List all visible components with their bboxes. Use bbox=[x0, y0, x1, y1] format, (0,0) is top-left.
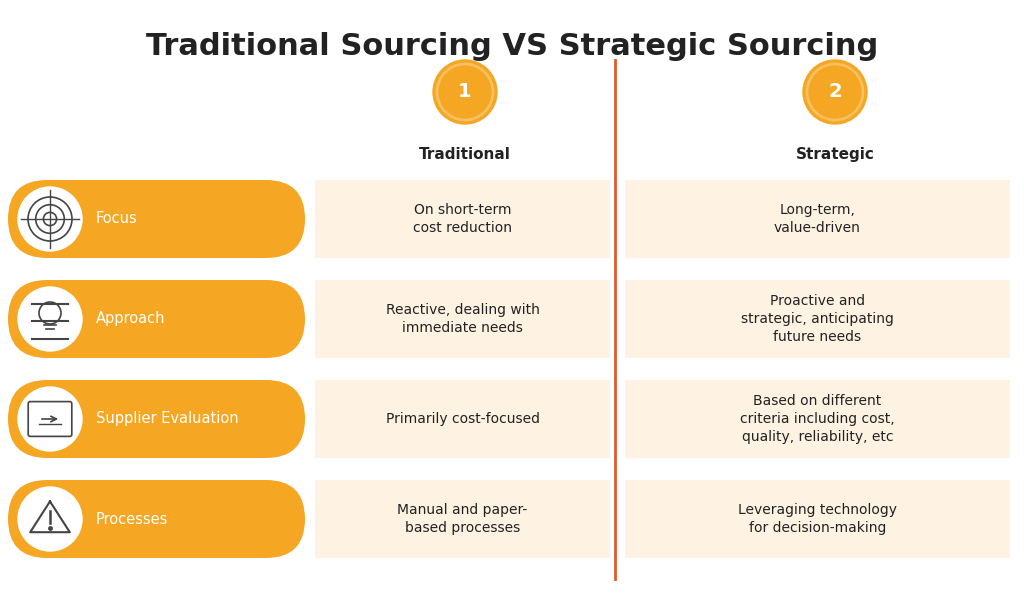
Text: Approach: Approach bbox=[96, 312, 166, 327]
Text: 1: 1 bbox=[458, 82, 472, 101]
FancyBboxPatch shape bbox=[625, 180, 1010, 258]
Text: Focus: Focus bbox=[96, 211, 138, 226]
FancyBboxPatch shape bbox=[315, 180, 610, 258]
Text: 2: 2 bbox=[828, 82, 842, 101]
Circle shape bbox=[803, 60, 867, 124]
Text: Based on different
criteria including cost,
quality, reliability, etc: Based on different criteria including co… bbox=[740, 393, 895, 444]
FancyBboxPatch shape bbox=[8, 280, 305, 358]
Text: Leveraging technology
for decision-making: Leveraging technology for decision-makin… bbox=[738, 503, 897, 535]
Text: Reactive, dealing with
immediate needs: Reactive, dealing with immediate needs bbox=[386, 303, 540, 335]
Text: Strategic: Strategic bbox=[796, 147, 874, 162]
Circle shape bbox=[18, 387, 82, 451]
Text: Processes: Processes bbox=[96, 512, 168, 527]
Circle shape bbox=[18, 487, 82, 551]
Text: Primarily cost-focused: Primarily cost-focused bbox=[385, 412, 540, 426]
FancyBboxPatch shape bbox=[625, 480, 1010, 558]
Text: Supplier Evaluation: Supplier Evaluation bbox=[96, 411, 239, 426]
Circle shape bbox=[433, 60, 497, 124]
Text: Traditional Sourcing VS Strategic Sourcing: Traditional Sourcing VS Strategic Sourci… bbox=[145, 32, 879, 61]
FancyBboxPatch shape bbox=[625, 280, 1010, 358]
Text: Proactive and
strategic, anticipating
future needs: Proactive and strategic, anticipating fu… bbox=[741, 294, 894, 344]
FancyBboxPatch shape bbox=[8, 180, 305, 258]
FancyBboxPatch shape bbox=[625, 380, 1010, 458]
FancyBboxPatch shape bbox=[315, 480, 610, 558]
Text: Manual and paper-
based processes: Manual and paper- based processes bbox=[397, 503, 527, 535]
FancyBboxPatch shape bbox=[315, 380, 610, 458]
Circle shape bbox=[18, 187, 82, 251]
Text: Traditional: Traditional bbox=[419, 147, 511, 162]
FancyBboxPatch shape bbox=[315, 280, 610, 358]
FancyBboxPatch shape bbox=[8, 480, 305, 558]
FancyBboxPatch shape bbox=[8, 380, 305, 458]
Text: On short-term
cost reduction: On short-term cost reduction bbox=[413, 203, 512, 235]
Circle shape bbox=[18, 287, 82, 351]
Text: Long-term,
value-driven: Long-term, value-driven bbox=[774, 203, 861, 235]
